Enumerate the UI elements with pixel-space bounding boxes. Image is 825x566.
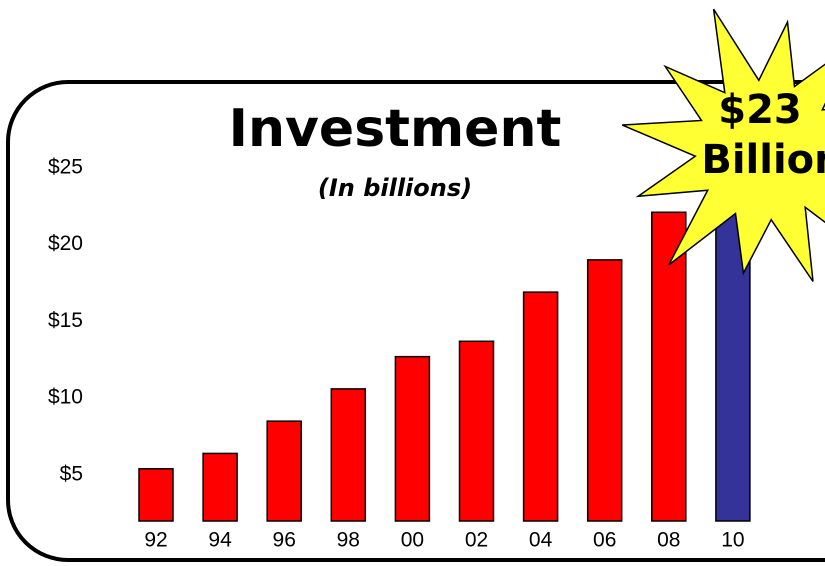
annotation: Billion <box>701 137 825 183</box>
chart-subtitle: (In billions) <box>318 174 472 202</box>
bar <box>330 388 367 522</box>
x-tick-label: 96 <box>273 529 296 552</box>
x-tick-label: 08 <box>657 529 680 552</box>
x-tick-label: 94 <box>208 529 232 552</box>
x-tick-label: 02 <box>465 529 488 552</box>
x-tick-label: 98 <box>337 529 360 552</box>
y-tick-label: $10 <box>48 386 83 409</box>
bar <box>394 355 431 522</box>
x-tick-label: 10 <box>721 529 744 552</box>
y-tick-label: $20 <box>48 232 83 255</box>
annotation: $23 <box>718 87 802 133</box>
bar <box>586 259 623 522</box>
y-tick-label: $25 <box>48 155 83 178</box>
y-tick-label: $5 <box>60 462 83 485</box>
starburst <box>621 8 825 282</box>
bar <box>651 211 687 522</box>
bar <box>266 420 302 522</box>
x-tick-label: 92 <box>144 529 167 552</box>
x-tick-label: 04 <box>529 529 553 552</box>
bar <box>138 468 174 522</box>
bar <box>522 291 559 522</box>
bar <box>202 452 238 522</box>
x-tick-label: 00 <box>401 529 424 552</box>
chart-title: Investment <box>229 99 562 159</box>
x-tick-label: 06 <box>593 529 616 552</box>
y-tick-label: $15 <box>48 309 83 332</box>
bar <box>458 340 495 522</box>
